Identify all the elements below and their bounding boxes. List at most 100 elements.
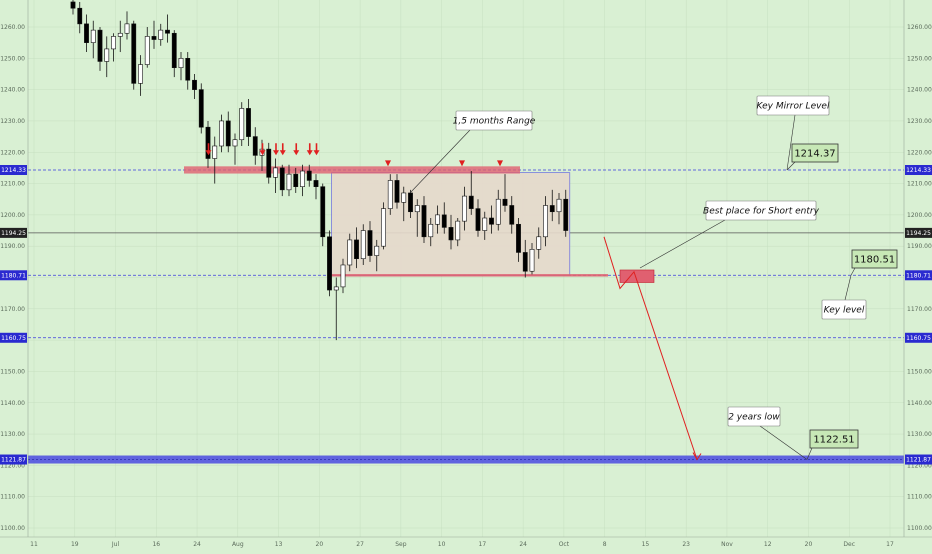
candle-body: [246, 108, 251, 137]
entry-callout-box: [705, 200, 817, 221]
low-callout-leader: [759, 425, 808, 460]
candle-body: [502, 198, 508, 206]
candle-body: [441, 214, 447, 228]
candle-body: [97, 29, 103, 62]
price-box-key-leader: [850, 267, 856, 276]
price-box-key-text: 1180.51: [854, 255, 895, 266]
low-callout-box: [727, 406, 781, 427]
x-tick-label: Jul: [111, 541, 120, 548]
x-tick-label: Dec: [843, 541, 855, 548]
y-tick-label-left: 1260.00: [0, 24, 25, 31]
down-arrow-head: [279, 150, 286, 156]
x-tick-label: Nov: [721, 541, 733, 548]
y-tick-label-left: 1210.00: [0, 181, 25, 188]
level-badge-left-text: 1180.71: [1, 272, 26, 279]
y-tick-label-left: 1120.00: [0, 462, 25, 469]
x-tick-label: 24: [193, 541, 201, 548]
x-tick-label: 11: [30, 541, 38, 548]
y-tick-label-right: 1130.00: [907, 431, 932, 438]
entry-callout-leader: [639, 219, 726, 269]
y-tick-label-right: 1190.00: [907, 243, 932, 250]
range-bottom-band: [331, 274, 608, 277]
y-tick-label-left: 1190.00: [0, 243, 25, 250]
level-badge-right-text: 1121.87: [906, 457, 931, 464]
y-tick-label-right: 1240.00: [907, 87, 932, 94]
candle-body: [381, 208, 386, 247]
low-callout-text: 2 years low: [728, 413, 780, 423]
down-arrow-head: [313, 150, 320, 156]
candle-body: [144, 36, 150, 65]
candle-series: [70, 0, 569, 341]
candle-body: [401, 192, 407, 203]
range-callout-box: [455, 110, 533, 131]
candle-body: [549, 205, 555, 213]
candle-body: [138, 64, 143, 84]
candle-body: [117, 32, 123, 37]
x-tick-label: Aug: [232, 541, 244, 548]
x-tick-label: 20: [805, 541, 813, 548]
candle-body: [394, 180, 400, 203]
price-box-low-text: 1122.51: [813, 435, 854, 446]
short-entry-box: [619, 269, 655, 283]
y-tick-label-left: 1100.00: [0, 525, 25, 532]
callouts: 1,5 months Range Key Mirror Level Best pla…: [409, 95, 898, 460]
candle-body: [522, 252, 528, 272]
candle-body: [111, 36, 116, 50]
level-badge-left: [0, 454, 27, 465]
candle-body: [300, 170, 305, 187]
candle-body: [171, 32, 177, 69]
down-arrow-head: [273, 150, 279, 156]
level-badge-right-text: 1160.75: [906, 335, 931, 342]
mirror-callout-text: Key Mirror Level: [757, 102, 830, 112]
candle-body: [104, 48, 110, 62]
level-badge-right: [905, 270, 932, 281]
level-badge-right: [905, 165, 932, 176]
entry-callout-text: Best place for Short entry: [703, 207, 820, 217]
candle-body: [198, 89, 204, 128]
candle-body: [347, 239, 353, 266]
price-box-mirror-rect: [791, 143, 839, 163]
range-callout-leader: [409, 129, 471, 194]
y-tick-label-right: 1210.00: [907, 181, 932, 188]
level-badge-right-text: 1214.33: [906, 167, 931, 174]
candle-body: [266, 148, 272, 178]
range-top-marker: [385, 160, 391, 167]
candle-body: [313, 180, 319, 187]
x-tick-label: 27: [356, 541, 364, 548]
price-box-mirror-leader: [786, 161, 796, 171]
candle-body: [367, 230, 373, 256]
range-top-marker: [459, 160, 465, 167]
support-band: [28, 455, 904, 464]
x-tick-label: 24: [519, 541, 527, 548]
candle-body: [306, 170, 312, 181]
y-tick-label-right: 1230.00: [907, 118, 932, 125]
key-level-callout-leader: [844, 275, 852, 301]
x-tick-label: Sep: [395, 541, 407, 548]
candle-body: [360, 230, 366, 260]
key-level-callout-box: [821, 299, 867, 320]
candle-body: [252, 136, 258, 156]
candle-body: [509, 205, 515, 225]
x-axis: 11 19 Jul 16 24 Aug 13 20 27 Sep 10 17 24 Oct 8 15 23 Nov…: [0, 536, 932, 548]
candle-body: [158, 29, 164, 40]
candle-body: [219, 120, 224, 147]
y-tick-label-right: 1120.00: [907, 462, 932, 469]
y-tick-label-left: 1200.00: [0, 212, 25, 219]
candle-body: [90, 29, 96, 43]
y-tick-label-right: 1260.00: [907, 24, 932, 31]
price-box-mirror-text: 1214.37: [794, 149, 835, 160]
candle-body: [232, 139, 238, 147]
x-tick-label: 12: [764, 541, 772, 548]
candle-body: [273, 167, 278, 178]
y-tick-label-left: 1240.00: [0, 87, 25, 94]
y-tick-label-left: 1130.00: [0, 431, 25, 438]
candle-body: [131, 23, 137, 84]
down-arrow-head: [306, 150, 313, 156]
candle-body: [192, 79, 197, 90]
candle-body: [516, 223, 521, 253]
level-badge-left: [0, 332, 27, 343]
candle-body: [435, 214, 440, 225]
x-tick-label: 17: [886, 541, 894, 548]
y-tick-label-left: 1140.00: [0, 400, 25, 407]
